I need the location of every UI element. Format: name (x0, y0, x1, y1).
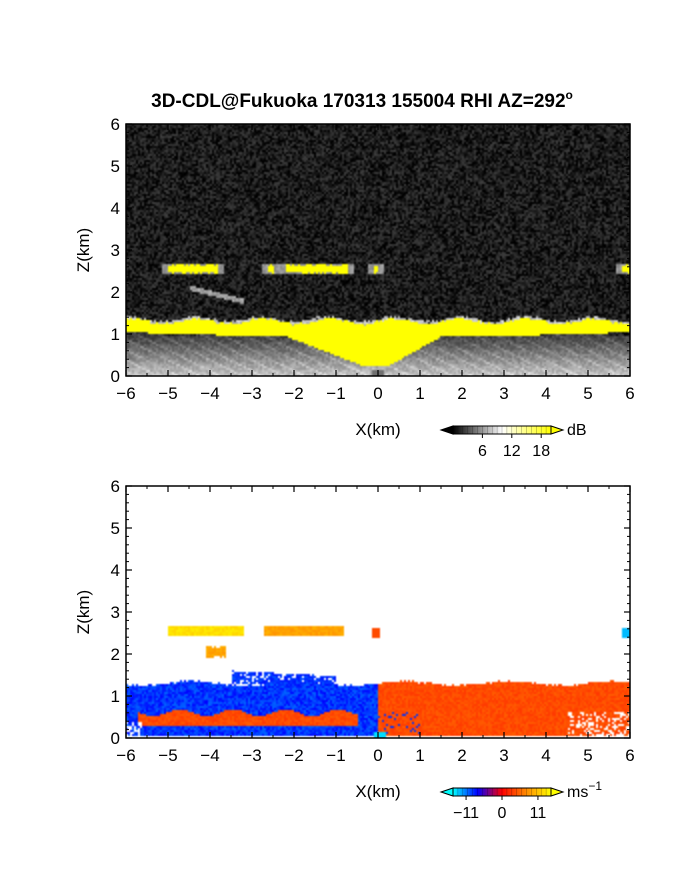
radial-velocity-colorbar: −11 0 11 ms−1 (439, 779, 602, 822)
x-tick-label: −6 (116, 746, 135, 765)
colorbar-tick-label: 11 (530, 805, 547, 822)
x-tick-label: 6 (625, 746, 634, 765)
colorbar-tick-label: 0 (498, 805, 507, 822)
x-tick-label: 5 (583, 746, 592, 765)
x-tick-label: 2 (457, 746, 466, 765)
x-tick-label: −4 (200, 746, 219, 765)
colorbar-max-arrow (550, 425, 565, 435)
y-tick-label: 4 (111, 199, 120, 218)
x-tick-label: −2 (284, 746, 303, 765)
y-tick-label: 6 (111, 477, 120, 496)
colorbar-tick-label: 18 (532, 443, 550, 460)
x-tick-label: 0 (373, 746, 382, 765)
y-tick-label: 0 (111, 367, 120, 386)
colorbar-tick-label: 6 (478, 443, 487, 460)
y-tick-label: 1 (111, 687, 120, 706)
radial-velocity-axes: −6 −5 −4 −3 −2 −1 0 1 2 3 4 5 6 0 1 2 3 4 5 6 X(km) Z(km) (74, 477, 635, 801)
backscatter-heatmap (126, 124, 630, 376)
y-tick-label: 3 (111, 603, 120, 622)
colorbar-min-arrow (439, 787, 454, 797)
y-tick-label: 2 (111, 283, 120, 302)
x-axis-label: X(km) (355, 420, 400, 439)
x-tick-label: 3 (499, 384, 508, 403)
colorbar-unit: ms−1 (567, 779, 602, 801)
y-axis-label: Z(km) (74, 590, 93, 634)
y-tick-label: 2 (111, 645, 120, 664)
x-tick-label: 2 (457, 384, 466, 403)
colorbar-max-arrow (550, 787, 565, 797)
x-tick-label: −3 (242, 384, 261, 403)
x-tick-label: 0 (373, 384, 382, 403)
y-tick-label: 1 (111, 325, 120, 344)
x-tick-label: −6 (116, 384, 135, 403)
colorbar-tick-label: 12 (503, 443, 521, 460)
y-tick-label: 3 (111, 241, 120, 260)
panel-radial-velocity: −6 −5 −4 −3 −2 −1 0 1 2 3 4 5 6 0 1 2 3 4 5 6 X(km) Z(km) −11… (74, 477, 635, 822)
x-tick-label: −3 (242, 746, 261, 765)
backscatter-colorbar: 6 12 18 dB (439, 422, 587, 460)
y-tick-label: 5 (111, 519, 120, 538)
x-tick-label: −4 (200, 384, 219, 403)
y-axis-label: Z(km) (74, 228, 93, 272)
x-tick-label: −1 (326, 384, 345, 403)
x-tick-label: −2 (284, 384, 303, 403)
y-tick-label: 5 (111, 157, 120, 176)
x-tick-label: −5 (158, 746, 177, 765)
y-tick-label: 4 (111, 561, 120, 580)
radial-velocity-heatmap (126, 486, 630, 738)
y-tick-label: 0 (111, 729, 120, 748)
x-tick-label: 4 (541, 384, 550, 403)
x-tick-label: 1 (415, 746, 424, 765)
y-tick-label: 6 (111, 115, 120, 134)
x-tick-label: 6 (625, 384, 634, 403)
colorbar-min-arrow (439, 425, 454, 435)
x-tick-label: 1 (415, 384, 424, 403)
x-tick-label: 5 (583, 384, 592, 403)
figure-title: 3D-CDL@Fukuoka 170313 155004 RHI AZ=292o (151, 88, 573, 112)
backscatter-axes: −6 −5 −4 −3 −2 −1 0 1 2 3 4 5 6 0 1 2 3 4 5 6 X(km) Z(km) (74, 115, 635, 439)
colorbar-tick-label: −11 (453, 805, 479, 822)
colorbar-unit: dB (567, 422, 587, 439)
x-tick-label: −1 (326, 746, 345, 765)
x-tick-label: −5 (158, 384, 177, 403)
x-tick-label: 3 (499, 746, 508, 765)
x-axis-label: X(km) (355, 782, 400, 801)
x-tick-label: 4 (541, 746, 550, 765)
